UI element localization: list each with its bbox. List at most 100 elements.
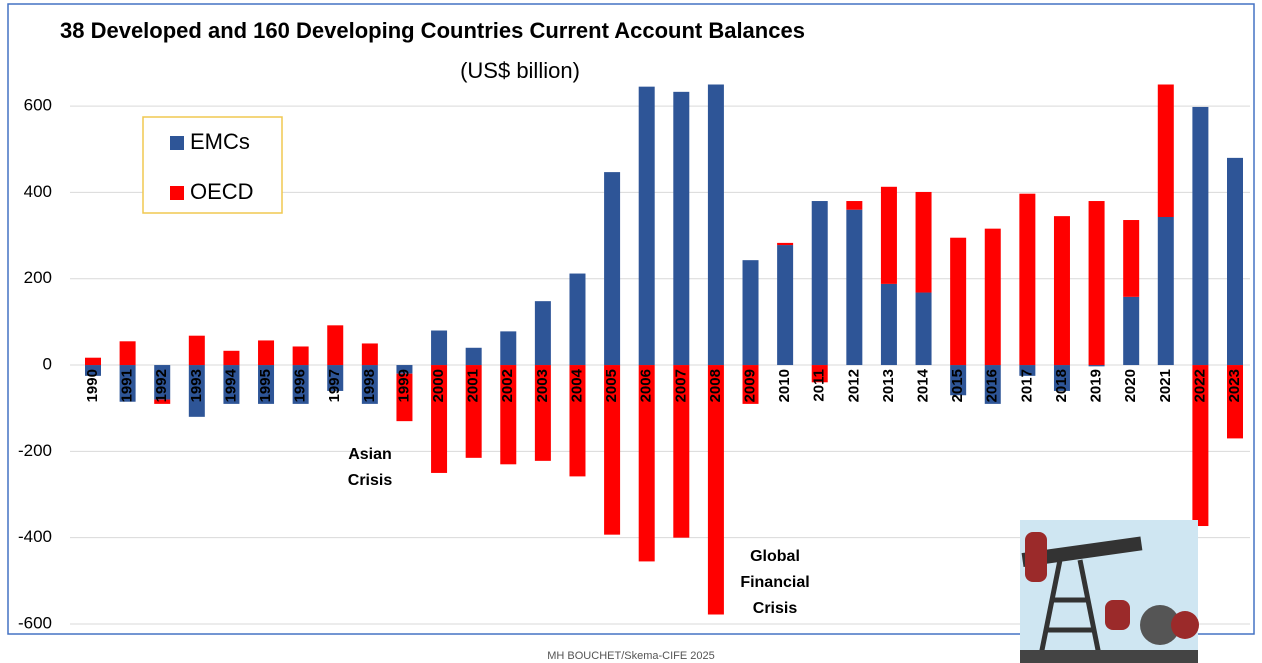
legend-label: EMCs [190,129,250,154]
legend-swatch [170,186,184,200]
bar [811,201,828,366]
x-tick-label: 1993 [188,369,205,402]
bar [742,260,759,366]
bar [396,365,413,374]
bar [950,365,967,396]
bar [1192,106,1209,366]
y-tick-label: 600 [24,96,52,115]
annotation: Global Financial Crisis [740,548,809,617]
bar [188,365,205,417]
bar [119,341,136,366]
bar [1088,201,1105,366]
x-tick-label: 2005 [603,369,620,402]
bar [223,365,240,404]
x-tick-label: 2022 [1191,369,1208,402]
bar [638,86,655,366]
bar [431,330,448,366]
x-tick-label: 1992 [153,369,170,402]
legend-label: OECD [190,179,254,204]
oil-pump-image [1020,520,1199,663]
bar [361,343,378,366]
bar [915,292,932,366]
bar [292,365,309,404]
bar [258,340,275,366]
legend-swatch [170,136,184,150]
bar [500,365,517,465]
bar [777,245,794,366]
bar [223,350,240,366]
bar [465,347,482,366]
x-tick-label: 2016 [984,369,1001,402]
x-tick-label: 1991 [119,369,136,402]
footer: MH BOUCHET/Skema-CIFE 2025 [547,650,714,662]
bar [915,191,932,293]
x-tick-label: 1998 [361,369,378,402]
bar [950,237,967,366]
bar [1019,193,1036,366]
bar [1227,365,1243,439]
x-tick-label: 2019 [1088,369,1105,402]
bar [431,365,448,473]
bar [1157,84,1174,218]
y-tick-label: 200 [24,268,52,287]
x-tick-label: 2001 [465,369,482,402]
bar [846,209,863,366]
x-tick-label: 1997 [326,369,343,402]
bar [327,365,344,391]
x-tick-label: 2011 [811,369,828,402]
bar [1053,216,1070,366]
bar [534,301,551,366]
legend-box [142,116,283,214]
x-tick-label: 2010 [776,369,793,402]
bar [465,365,482,458]
bar [638,365,655,562]
bar [154,399,171,404]
y-tick-label: -400 [18,527,52,546]
x-tick-label: 1990 [84,369,101,402]
x-tick-label: 2000 [430,369,447,402]
chart-subtitle: (US$ billion) [460,58,580,83]
chart-title: 38 Developed and 160 Developing Countrie… [60,18,805,43]
x-tick-label: 1999 [395,369,412,402]
x-tick-label: 2002 [499,369,516,402]
bar [1227,157,1243,366]
bar [673,365,690,538]
bar [604,172,621,366]
bar [707,84,724,366]
bar [1053,365,1070,391]
x-tick-label: 2021 [1157,369,1174,402]
bar [188,335,205,366]
x-tick-label: 2014 [915,368,932,402]
y-tick-label: 0 [43,355,52,374]
x-tick-label: 2013 [880,369,897,402]
bar [811,365,828,383]
x-tick-label: 2017 [1018,369,1035,402]
x-tick-label: 2007 [672,369,689,402]
bar [846,201,863,210]
bar [292,346,309,366]
x-tick-label: 2015 [949,369,966,402]
bar [534,365,551,461]
bar [258,365,275,404]
bar [569,273,586,366]
bar [119,365,136,402]
y-tick-label: 400 [24,182,52,201]
annotation: Asian Crisis [348,446,393,489]
bar [1157,217,1174,366]
bar [1019,365,1036,376]
bar [673,91,690,366]
bar [327,325,344,366]
x-tick-label: 2006 [638,369,655,402]
x-tick-label: 2012 [845,369,862,402]
bar [1123,296,1140,366]
bar [396,373,413,422]
bar [569,365,586,477]
bar [880,283,897,366]
chart-border [7,3,1255,635]
bar [85,365,101,376]
x-tick-label: 2023 [1226,369,1243,402]
x-tick-label: 2020 [1122,369,1139,402]
y-tick-label: -600 [18,613,52,632]
x-tick-label: 1995 [257,369,274,402]
